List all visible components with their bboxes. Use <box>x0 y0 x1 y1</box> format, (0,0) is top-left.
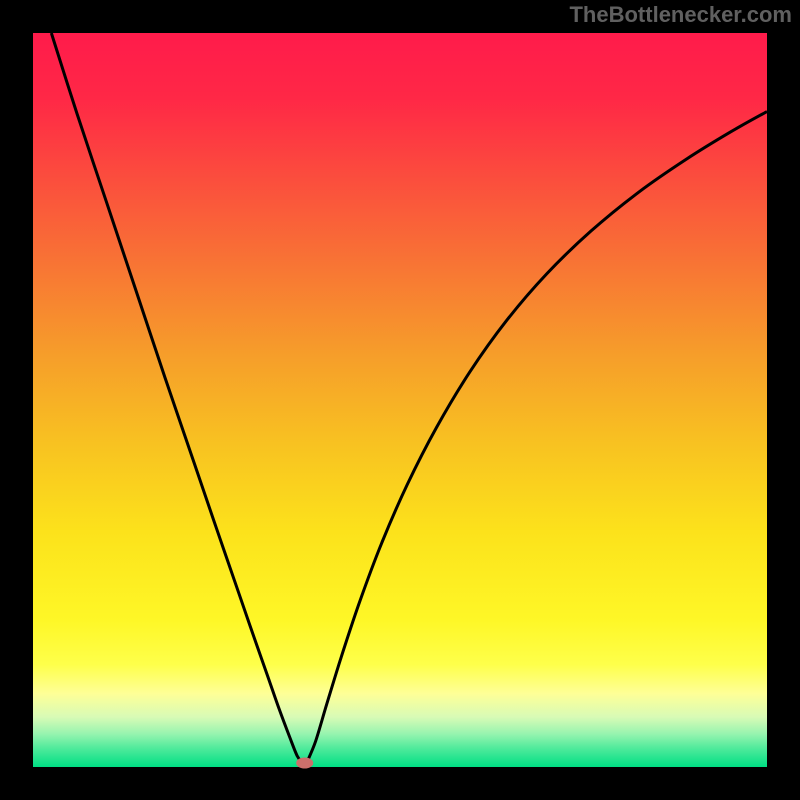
curve-path <box>51 33 767 763</box>
chart-frame: TheBottlenecker.com <box>0 0 800 800</box>
plot-area <box>33 33 767 767</box>
bottleneck-curve <box>33 33 767 767</box>
optimal-point-marker <box>296 757 314 768</box>
watermark-text: TheBottlenecker.com <box>569 2 792 28</box>
